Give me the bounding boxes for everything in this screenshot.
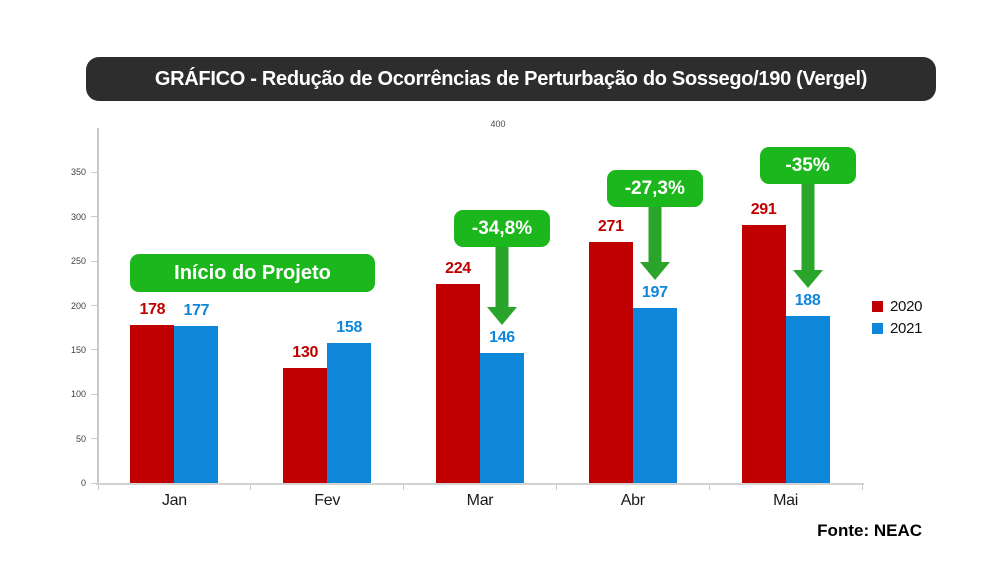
- bar-2020-abr: [588, 242, 633, 483]
- legend: 2020 2021: [872, 295, 922, 339]
- y-tick-label-300: 300: [70, 211, 86, 222]
- month-label-fev: Fev: [314, 492, 341, 509]
- legend-label-2021: 2021: [890, 319, 923, 337]
- value-label-2020-fev: 130: [292, 343, 319, 361]
- value-label-2020-jan: 178: [139, 301, 166, 319]
- x-axis-line: [96, 483, 864, 485]
- y-tick-label-0: 0: [80, 478, 86, 488]
- callout-box-abr: -27,3%: [606, 170, 703, 207]
- value-label-2020-abr: 271: [597, 218, 624, 236]
- legend-swatch-2021: [872, 322, 883, 334]
- value-label-2020-mai: 291: [750, 200, 777, 218]
- bar-2021-jan: [174, 325, 219, 483]
- callout-arrow-abr: [639, 207, 670, 280]
- y-tick-mark-100: [91, 393, 97, 395]
- x-tick-mark-2: [403, 485, 405, 490]
- y-tick-mark-150: [91, 349, 97, 351]
- month-label-mar: Mar: [466, 492, 494, 509]
- month-label-mai: Mai: [773, 492, 799, 509]
- value-label-2021-fev: 158: [336, 318, 363, 336]
- callout-arrow-mar: [487, 247, 517, 325]
- y-tick-mark-200: [91, 305, 97, 306]
- bar-2020-mai: [741, 224, 786, 483]
- bar-2020-mar: [436, 284, 480, 483]
- y-tick-label-50: 50: [75, 433, 86, 444]
- bar-2020-jan: [130, 325, 175, 483]
- y-tick-label-250: 250: [70, 256, 86, 267]
- callout-arrow-mai: [792, 184, 823, 288]
- legend-label-2020: 2020: [890, 297, 923, 315]
- callout-box-mar: -34,8%: [454, 210, 550, 247]
- y-tick-mark-350: [91, 171, 97, 173]
- legend-item-2020: 2020: [872, 295, 922, 317]
- y-tick-mark-250: [91, 260, 97, 262]
- y-tick-mark-300: [91, 216, 97, 218]
- legend-item-2021: 2021: [872, 317, 922, 339]
- bar-2021-mar: [480, 353, 524, 483]
- y-tick-label-200: 200: [70, 300, 86, 311]
- chart-title: GRÁFICO - Redução de Ocorrências de Pert…: [86, 57, 936, 101]
- project-start-callout: Início do Projeto: [130, 254, 375, 292]
- callout-box-mai: -35%: [759, 147, 856, 184]
- bar-2021-abr: [632, 308, 677, 483]
- bar-2020-fev: [283, 367, 328, 483]
- x-tick-mark-1: [250, 485, 252, 490]
- x-tick-mark-0: [97, 485, 99, 490]
- x-tick-mark-5: [861, 485, 863, 490]
- x-tick-mark-4: [708, 485, 710, 490]
- legend-swatch-2020: [872, 300, 883, 312]
- y-tick-label-350: 350: [70, 167, 86, 178]
- bar-2021-mai: [785, 316, 830, 483]
- value-label-2021-jan: 177: [183, 301, 210, 319]
- value-label-2020-mar: 224: [445, 260, 471, 278]
- y-tick-mark-50: [91, 438, 97, 440]
- y-tick-label-150: 150: [70, 344, 86, 355]
- y-tick-mark-0: [91, 482, 97, 484]
- y-tick-label-100: 100: [70, 389, 86, 400]
- x-tick-mark-3: [555, 485, 557, 490]
- value-label-2021-mai: 188: [794, 292, 821, 310]
- month-label-jan: Jan: [161, 492, 187, 509]
- source-label: Fonte: NEAC: [817, 521, 922, 540]
- value-label-2021-abr: 197: [641, 284, 668, 302]
- y-axis-line: [97, 128, 99, 484]
- bar-2021-fev: [327, 342, 372, 483]
- month-label-abr: Abr: [620, 492, 645, 509]
- axis-top-label: 400: [490, 119, 506, 129]
- value-label-2021-mar: 146: [489, 329, 515, 347]
